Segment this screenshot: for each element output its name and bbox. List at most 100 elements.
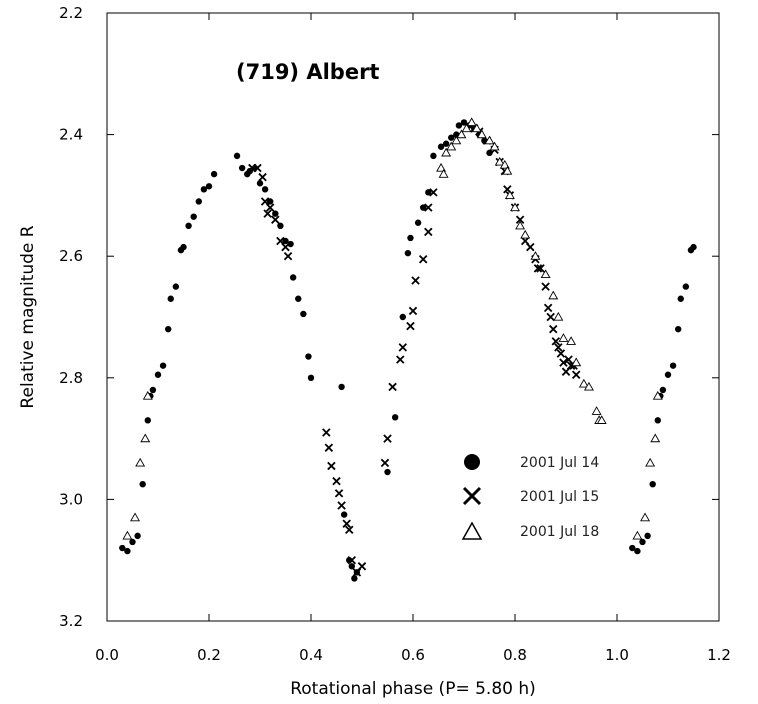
data-point-x-cross <box>283 251 293 261</box>
data-point-filled-circle <box>399 313 406 321</box>
data-point-x-cross <box>258 172 267 182</box>
data-point-open-triangle <box>502 165 513 175</box>
x-tick-label: 1.2 <box>707 646 731 664</box>
data-point-filled-circle <box>455 122 463 129</box>
data-point-filled-circle <box>690 243 697 251</box>
data-point-open-triangle <box>471 123 482 133</box>
data-point-filled-circle <box>261 186 269 193</box>
data-point-x-cross <box>556 349 566 358</box>
data-point-x-cross <box>271 215 280 224</box>
data-point-open-triangle <box>438 169 449 178</box>
data-point-x-cross <box>337 501 346 510</box>
data-point-filled-circle <box>420 204 427 211</box>
y-tick-label: 3.0 <box>59 490 83 508</box>
data-point-filled-circle <box>437 143 445 150</box>
data-point-filled-circle <box>407 234 414 242</box>
data-point-open-triangle <box>596 415 607 424</box>
data-point-filled-circle <box>675 325 682 333</box>
data-point-filled-circle <box>272 210 279 217</box>
data-point-filled-circle <box>277 222 284 229</box>
data-point-open-triangle <box>650 433 661 443</box>
data-point-x-cross <box>398 343 408 352</box>
data-point-open-triangle <box>441 147 452 157</box>
data-point-filled-circle <box>200 186 208 193</box>
data-point-open-triangle <box>135 457 146 467</box>
x-axis-ticks: 0.0 0.2 0.4 0.6 0.8 1.0 1.2 <box>95 13 731 664</box>
chart-title: (719) Albert <box>236 60 379 84</box>
legend-label: 2001 Jul 18 <box>520 524 599 540</box>
data-point-open-triangle <box>446 141 457 151</box>
data-points <box>119 117 697 582</box>
x-axis-title: Rotational phase (P= 5.80 h) <box>290 679 536 699</box>
data-point-filled-circle <box>664 371 672 378</box>
legend-open-triangle-icon <box>461 521 483 540</box>
data-point-filled-circle <box>639 538 646 546</box>
data-point-filled-circle <box>644 532 651 540</box>
y-axis-ticks: 2.2 2.4 2.6 2.8 3.0 3.2 <box>59 4 719 630</box>
data-point-open-triangle <box>456 129 467 139</box>
data-point-x-cross <box>253 163 262 173</box>
data-point-x-cross <box>551 337 561 346</box>
data-point-filled-circle <box>348 563 355 570</box>
data-point-filled-circle <box>238 164 246 172</box>
data-point-filled-circle <box>391 414 399 421</box>
data-point-open-triangle <box>553 311 564 321</box>
data-point-x-cross <box>380 458 390 468</box>
data-point-open-triangle <box>632 530 643 540</box>
legend-item-jul18: 2001 Jul 18 <box>461 521 599 540</box>
data-point-open-triangle <box>142 390 153 400</box>
data-point-filled-circle <box>425 189 432 196</box>
legend-item-jul15: 2001 Jul 15 <box>462 486 599 506</box>
data-point-open-triangle <box>540 269 551 279</box>
data-point-filled-circle <box>267 198 274 205</box>
data-point-open-triangle <box>520 229 531 239</box>
data-point-filled-circle <box>190 213 197 220</box>
data-point-x-cross <box>334 489 344 498</box>
data-point-x-cross <box>546 312 555 322</box>
x-tick-label: 0.8 <box>503 646 527 664</box>
data-point-x-cross <box>357 562 367 571</box>
data-point-x-cross <box>541 282 550 291</box>
data-point-filled-circle <box>629 544 636 552</box>
data-point-filled-circle <box>340 511 348 518</box>
y-axis-title: Relative magnitude R <box>18 225 38 408</box>
data-point-open-triangle <box>476 129 487 139</box>
data-point-filled-circle <box>185 222 192 229</box>
data-point-x-cross <box>263 209 272 218</box>
data-point-x-cross <box>554 343 563 352</box>
data-point-x-cross <box>324 443 334 452</box>
legend-item-jul14: 2001 Jul 14 <box>464 454 599 471</box>
data-point-filled-circle <box>414 219 422 226</box>
x-tick-label: 0.6 <box>401 646 425 664</box>
x-tick-label: 0.4 <box>299 646 323 664</box>
data-point-open-triangle <box>566 336 577 345</box>
data-point-filled-circle <box>649 481 656 488</box>
data-point-filled-circle <box>654 417 661 424</box>
data-point-x-cross <box>342 519 351 528</box>
data-point-x-cross <box>406 321 415 331</box>
data-point-filled-circle <box>289 274 297 281</box>
x-tick-label: 1.0 <box>605 646 629 664</box>
data-point-x-cross <box>396 355 405 364</box>
data-point-filled-circle <box>165 325 172 333</box>
plot-frame <box>106 12 720 622</box>
data-point-filled-circle <box>442 140 450 147</box>
data-point-open-triangle <box>640 512 651 522</box>
data-point-filled-circle <box>384 468 391 476</box>
data-point-filled-circle <box>167 295 174 302</box>
legend-filled-circle-icon <box>464 454 480 470</box>
data-point-filled-circle <box>144 417 151 424</box>
data-point-filled-circle <box>300 310 307 318</box>
data-point-filled-circle <box>338 383 345 391</box>
data-point-filled-circle <box>404 249 412 257</box>
data-point-open-triangle <box>652 390 663 400</box>
data-point-open-triangle <box>515 220 526 230</box>
y-tick-label: 2.4 <box>59 126 83 144</box>
data-point-x-cross <box>424 203 433 212</box>
data-point-open-triangle <box>645 457 656 467</box>
data-point-filled-circle <box>282 237 289 245</box>
data-point-filled-circle <box>659 386 667 394</box>
legend-label: 2001 Jul 15 <box>520 489 599 505</box>
data-point-filled-circle <box>682 283 690 290</box>
data-point-x-cross <box>515 215 525 224</box>
